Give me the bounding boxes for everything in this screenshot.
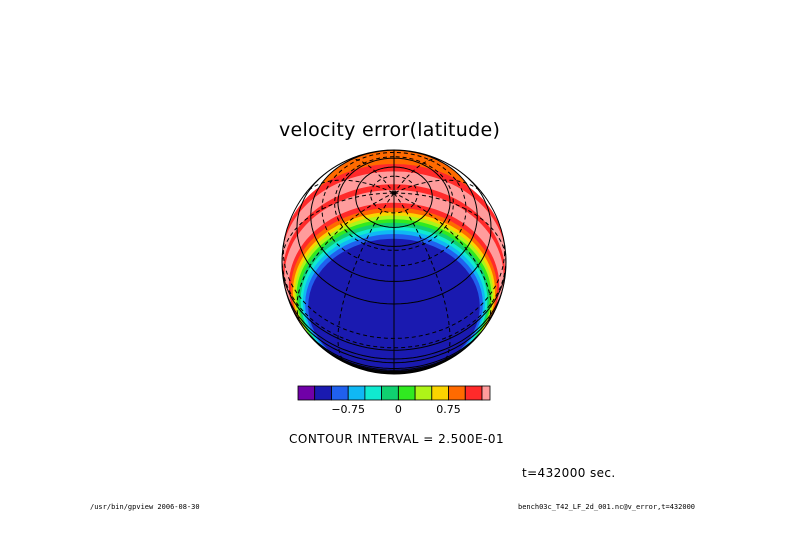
contour-line (282, 256, 506, 349)
colorbar-swatch (481, 385, 491, 401)
contour-interval-label: CONTOUR INTERVAL = 2.500E-01 (289, 432, 505, 446)
meridian-line (337, 192, 395, 365)
chart-title: velocity error(latitude) (279, 119, 501, 141)
colorbar-swatch (314, 385, 332, 401)
meridian-line (393, 158, 440, 194)
colorbar-swatch (381, 385, 399, 401)
colorbar-swatch (297, 385, 316, 401)
contour-line (321, 151, 467, 267)
colorbar-swatch (414, 385, 433, 401)
colorbar-swatch (431, 385, 449, 401)
graticule (282, 150, 506, 374)
colorbar-swatch (364, 385, 382, 401)
colorbar-tick-label: −0.75 (331, 403, 366, 416)
footer-right: bench03c_T42_LF_2d_001.nc@v_error,t=4320… (518, 503, 696, 511)
colorbar-swatch (347, 385, 366, 401)
time-label: t=432000 sec. (522, 466, 616, 480)
meridian-line (296, 192, 395, 328)
colorbar-swatch (331, 385, 349, 401)
meridian-line (393, 192, 492, 328)
colorbar-swatch (448, 385, 466, 401)
colorbar-swatch (397, 385, 416, 401)
meridian-line (348, 158, 395, 194)
meridian-line (393, 192, 506, 263)
globe-outline (281, 149, 507, 375)
colorbar-tick-label: 0 (394, 403, 402, 416)
footer-left: /usr/bin/gpview 2006-08-30 (90, 503, 200, 511)
meridian-line (282, 192, 395, 263)
colorbar (297, 385, 491, 401)
colorbar-swatch (464, 385, 483, 401)
meridian-line (393, 192, 451, 365)
colorbar-tick-label: 0.75 (436, 403, 461, 416)
north-pole-marker (390, 189, 398, 198)
